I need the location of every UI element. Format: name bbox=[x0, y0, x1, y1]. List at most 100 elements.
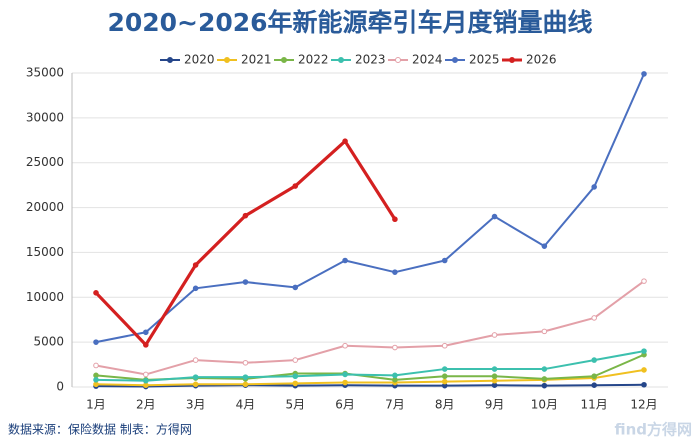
point bbox=[591, 382, 597, 389]
legend-label: 2024 bbox=[412, 53, 443, 67]
x-tick-label: 5月 bbox=[285, 398, 305, 412]
point bbox=[591, 315, 597, 321]
x-tick-label: 11月 bbox=[581, 398, 608, 412]
point bbox=[441, 373, 448, 380]
point bbox=[143, 342, 149, 348]
x-tick-label: 4月 bbox=[236, 398, 256, 412]
legend-marker bbox=[167, 57, 173, 63]
footer: 数据来源：保险数据 制表：方得网 bbox=[8, 422, 192, 437]
y-tick-label: 30000 bbox=[26, 110, 64, 124]
point bbox=[491, 382, 498, 389]
y-tick-label: 0 bbox=[56, 380, 64, 394]
y-tick-label: 10000 bbox=[26, 290, 64, 304]
x-tick-label: 3月 bbox=[186, 398, 206, 412]
point bbox=[441, 378, 448, 385]
point bbox=[641, 278, 647, 284]
point bbox=[242, 381, 249, 388]
point bbox=[491, 332, 498, 338]
x-tick-label: 8月 bbox=[435, 398, 455, 412]
series-line bbox=[95, 368, 645, 387]
watermark: find方得网 bbox=[614, 421, 692, 439]
point bbox=[143, 377, 149, 384]
point bbox=[541, 243, 548, 249]
series-line bbox=[94, 139, 397, 347]
point bbox=[342, 379, 348, 386]
point bbox=[342, 138, 348, 144]
point bbox=[192, 285, 199, 292]
legend-marker bbox=[509, 57, 515, 63]
point bbox=[93, 362, 99, 369]
point bbox=[192, 374, 199, 380]
point bbox=[591, 373, 597, 380]
point bbox=[491, 366, 498, 372]
series-line bbox=[95, 73, 645, 344]
point bbox=[491, 213, 498, 220]
x-tick-label: 12月 bbox=[630, 398, 657, 412]
chart-title: 2020~2026年新能源牵引车月度销量曲线 bbox=[107, 8, 592, 37]
x-tick-label: 7月 bbox=[385, 398, 405, 412]
series-line bbox=[95, 350, 645, 382]
legend-label: 2026 bbox=[526, 53, 557, 67]
point bbox=[143, 382, 149, 389]
legend-label: 2020 bbox=[184, 53, 215, 67]
point bbox=[292, 183, 299, 189]
y-tick-label: 20000 bbox=[26, 200, 64, 214]
point bbox=[342, 371, 348, 378]
x-tick-label: 1月 bbox=[86, 398, 106, 412]
point bbox=[93, 381, 99, 388]
series-line bbox=[95, 353, 645, 381]
point bbox=[392, 269, 398, 275]
point bbox=[541, 328, 548, 335]
point bbox=[441, 257, 448, 264]
legend-marker bbox=[338, 57, 344, 63]
y-tick-label: 5000 bbox=[33, 335, 64, 349]
y-tick-label: 35000 bbox=[26, 66, 64, 80]
point bbox=[192, 262, 199, 268]
point bbox=[192, 357, 199, 363]
legend-label: 2022 bbox=[298, 53, 329, 67]
legend-label: 2025 bbox=[469, 53, 500, 67]
point bbox=[192, 381, 199, 388]
point bbox=[292, 357, 299, 363]
series-line bbox=[95, 280, 645, 376]
y-tick-label: 25000 bbox=[26, 155, 64, 169]
point bbox=[491, 377, 498, 384]
point bbox=[242, 359, 249, 366]
point bbox=[143, 329, 149, 336]
point bbox=[392, 216, 398, 223]
y-tick-label: 15000 bbox=[26, 245, 64, 259]
point bbox=[591, 357, 597, 363]
legend-marker bbox=[224, 57, 230, 63]
point bbox=[292, 284, 299, 291]
point bbox=[641, 381, 647, 388]
point bbox=[292, 373, 299, 380]
point bbox=[591, 184, 597, 190]
point bbox=[441, 342, 448, 349]
point bbox=[242, 374, 249, 380]
legend-label: 2021 bbox=[241, 53, 272, 67]
series-line bbox=[95, 383, 645, 388]
point bbox=[242, 212, 249, 219]
point bbox=[93, 290, 99, 296]
point bbox=[93, 339, 99, 345]
x-tick-label: 6月 bbox=[335, 398, 355, 412]
point bbox=[541, 382, 548, 389]
point bbox=[392, 372, 398, 379]
point bbox=[641, 348, 647, 354]
point bbox=[641, 71, 647, 77]
point bbox=[491, 373, 498, 380]
point bbox=[392, 344, 398, 351]
legend-marker bbox=[281, 57, 287, 63]
legend-label: 2023 bbox=[355, 53, 386, 67]
point bbox=[342, 342, 348, 349]
point bbox=[641, 367, 647, 373]
x-tick-label: 10月 bbox=[531, 398, 558, 412]
point bbox=[541, 366, 548, 372]
point bbox=[93, 377, 99, 383]
point bbox=[93, 372, 99, 379]
point bbox=[242, 279, 249, 285]
legend-marker bbox=[395, 57, 401, 63]
legend-marker bbox=[452, 57, 458, 63]
point bbox=[541, 376, 548, 382]
